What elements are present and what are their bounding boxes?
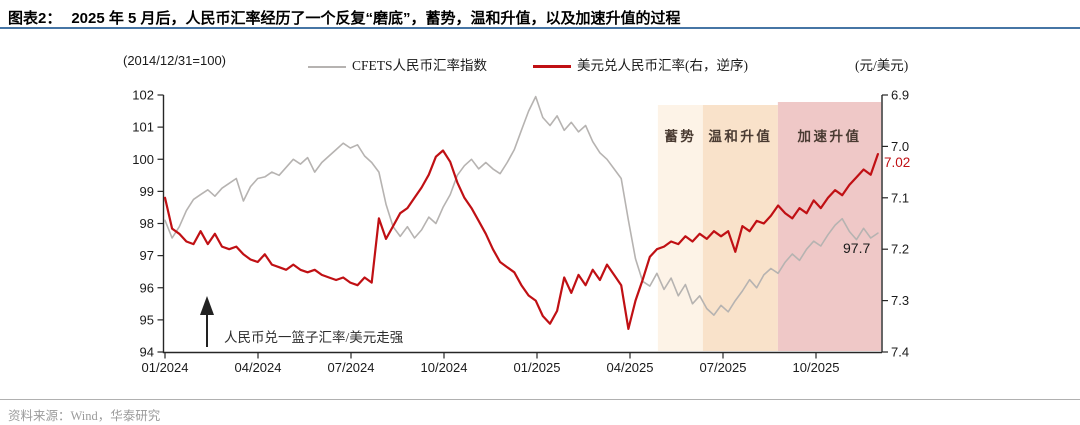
usdcny-last-value-label: 7.02 bbox=[884, 155, 911, 170]
right-axis-unit-label: (元/美元) bbox=[855, 58, 909, 73]
right-axis-tick-label: 7.4 bbox=[891, 345, 909, 360]
up-arrow-head bbox=[200, 296, 214, 315]
figure-number-label: 图表2： bbox=[8, 10, 62, 27]
cfets-index-line bbox=[164, 95, 879, 316]
phase-region bbox=[777, 102, 882, 351]
left-axis-tick-label: 101 bbox=[132, 120, 154, 135]
right-axis-tick-label: 7.3 bbox=[891, 293, 909, 308]
phase-region bbox=[657, 105, 703, 351]
right-axis-tick-label: 6.9 bbox=[891, 88, 909, 103]
left-axis-tick-label: 102 bbox=[132, 88, 154, 103]
phase-region-label: 温和升值 bbox=[708, 128, 772, 144]
x-axis-tick-label: 01/2024 bbox=[142, 360, 189, 375]
left-axis-tick-label: 99 bbox=[140, 184, 154, 199]
cfets-legend-label: CFETS人民币汇率指数 bbox=[352, 58, 488, 73]
x-axis-tick-label: 10/2024 bbox=[421, 360, 468, 375]
phase-region bbox=[702, 105, 778, 351]
phase-region-label: 加速升值 bbox=[796, 128, 861, 144]
left-axis-tick-label: 100 bbox=[132, 152, 154, 167]
left-axis-tick-label: 94 bbox=[140, 345, 154, 360]
left-axis-tick-label: 98 bbox=[140, 216, 154, 231]
cfets-line-swatch bbox=[308, 65, 346, 68]
left-axis-tick-label: 96 bbox=[140, 280, 154, 295]
cfets-last-value-label: 97.7 bbox=[843, 240, 871, 256]
figure-title: 图表2： 2025 年 5 月后，人民币汇率经历了一个反复“磨底”，蓄势，温和升值… bbox=[0, 0, 1080, 29]
source-note: 资料来源：Wind，华泰研究 bbox=[0, 399, 1080, 424]
chart-legend: (2014/12/31=100) CFETS人民币汇率指数 美元兑人民币汇率(右… bbox=[0, 50, 1080, 74]
usdcny-legend-label: 美元兑人民币汇率(右，逆序) bbox=[577, 58, 748, 73]
x-axis-tick-label: 07/2025 bbox=[700, 360, 747, 375]
usdcny-line-swatch bbox=[533, 65, 571, 69]
right-axis-tick-label: 7.1 bbox=[891, 190, 909, 205]
x-axis-tick-label: 07/2024 bbox=[328, 360, 375, 375]
legend-item-cfets: CFETS人民币汇率指数 bbox=[308, 54, 487, 74]
x-axis-tick-label: 04/2024 bbox=[235, 360, 282, 375]
right-axis-tick-label: 7.0 bbox=[891, 139, 909, 154]
arrow-annotation-label: 人民币兑一篮子汇率/美元走强 bbox=[224, 330, 404, 345]
figure-title-text: 2025 年 5 月后，人民币汇率经历了一个反复“磨底”，蓄势，温和升值，以及加… bbox=[71, 10, 681, 27]
legend-item-usdcny: 美元兑人民币汇率(右，逆序) bbox=[533, 54, 748, 74]
left-axis-unit-label: (2014/12/31=100) bbox=[123, 53, 227, 68]
x-axis-tick-label: 01/2025 bbox=[514, 360, 561, 375]
x-axis-tick-label: 04/2025 bbox=[607, 360, 654, 375]
x-axis-tick-label: 10/2025 bbox=[793, 360, 840, 375]
phase-region-label: 蓄势 bbox=[664, 128, 696, 144]
left-axis-tick-label: 95 bbox=[140, 312, 154, 327]
left-axis-tick-label: 97 bbox=[140, 248, 154, 263]
usdcny-rate-line bbox=[163, 149, 880, 330]
right-axis-tick-label: 7.2 bbox=[891, 242, 909, 257]
